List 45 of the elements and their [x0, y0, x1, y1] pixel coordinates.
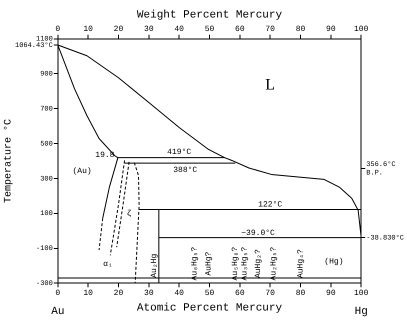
annotation: Au₅Hg₈?	[231, 246, 240, 280]
x-tick-label: 0	[55, 289, 60, 298]
annotation: ζ	[126, 210, 132, 219]
annotation: Au₂Hg₅?	[269, 246, 278, 280]
x-tick-label: 90	[326, 289, 336, 298]
annotation: Au₂Hg	[150, 254, 159, 278]
x-tick-label: 100	[354, 289, 369, 298]
annotation: Au₃Hg₅?	[240, 246, 250, 280]
x-axis-title: Atomic Percent Mercury	[136, 302, 283, 314]
x2-tick-label: 100	[354, 25, 369, 34]
annotation: 122°C	[258, 200, 282, 210]
annotation: L	[265, 76, 276, 94]
annotation: −39.0°C	[241, 228, 276, 238]
annotation: 419°C	[167, 148, 192, 157]
x-tick-label: 70	[265, 289, 276, 298]
annotation: 19.8	[95, 150, 115, 160]
x2-tick-label: 90	[326, 25, 336, 34]
annotation: (Hg)	[324, 257, 344, 266]
y-axis-title: Temperature °C	[4, 118, 15, 204]
x-tick-label: 20	[114, 289, 124, 298]
x-tick-label: 50	[204, 289, 214, 298]
x-tick-label: 40	[174, 289, 184, 298]
x2-tick-label: 50	[204, 25, 214, 34]
annotation: 388°C	[173, 166, 198, 176]
x-tick-label: 60	[235, 289, 245, 298]
x-tick-label: 10	[83, 289, 94, 298]
x2-tick-label: 40	[174, 25, 184, 34]
text: Au	[51, 306, 64, 318]
x2-tick-label: 0	[55, 25, 60, 34]
x2-axis-title: Weight Percent Mercury	[136, 10, 283, 22]
annotation: α₁	[103, 260, 113, 269]
x-tick-label: 80	[296, 289, 306, 298]
x2-tick-label: 70	[265, 25, 276, 34]
x2-tick-label: 80	[296, 25, 306, 34]
x-tick-label: 30	[144, 289, 154, 298]
x2-tick-label: 60	[235, 25, 245, 34]
x2-tick-label: 20	[114, 25, 124, 34]
annotation: AuHg₂?	[254, 249, 264, 278]
annotation: AuHg₄?	[296, 249, 306, 278]
annotation: AuHg?	[204, 251, 214, 276]
x2-tick-label: 30	[144, 25, 154, 34]
text: Hg	[354, 306, 368, 318]
x2-tick-label: 10	[83, 25, 94, 34]
annotation: (Au)	[72, 166, 92, 176]
annotation: Au₆Hg₅?	[190, 246, 200, 280]
